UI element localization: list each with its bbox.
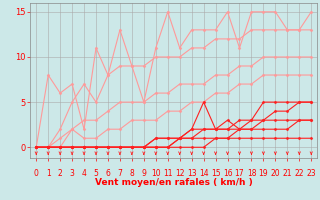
- X-axis label: Vent moyen/en rafales ( km/h ): Vent moyen/en rafales ( km/h ): [95, 178, 252, 187]
